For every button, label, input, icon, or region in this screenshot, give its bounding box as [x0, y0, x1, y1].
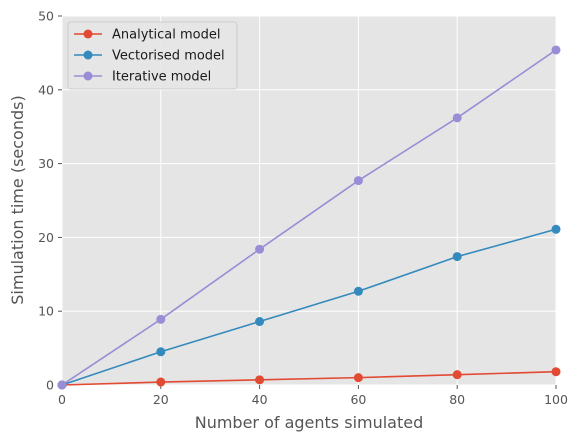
legend-item: Analytical model — [74, 28, 220, 43]
y-axis-label: Simulation time (seconds) — [8, 95, 27, 304]
data-point — [551, 224, 561, 234]
legend-label: Analytical model — [112, 28, 220, 43]
data-point — [452, 370, 462, 380]
series-vectorised-model — [57, 224, 561, 390]
y-tick-label: 10 — [38, 304, 54, 319]
x-tick-label: 100 — [544, 392, 568, 407]
data-point — [156, 377, 166, 387]
legend-marker — [83, 71, 93, 81]
legend-marker — [83, 50, 93, 60]
series-line — [61, 228, 557, 386]
y-tick-label: 30 — [38, 156, 54, 171]
data-point — [353, 373, 363, 383]
x-tick-label: 80 — [449, 392, 465, 407]
x-tick-label: 60 — [350, 392, 366, 407]
data-point — [255, 317, 265, 327]
data-point — [57, 380, 67, 390]
y-tick-label: 20 — [38, 230, 54, 245]
data-point — [551, 45, 561, 55]
data-point — [156, 314, 166, 324]
x-axis-ticks: 0 20 40 60 80 100 — [58, 385, 568, 407]
data-point — [551, 367, 561, 377]
series-line — [61, 370, 557, 386]
data-point — [255, 375, 265, 385]
y-tick-label: 50 — [38, 9, 54, 24]
data-point — [452, 113, 462, 123]
x-tick-label: 0 — [58, 392, 66, 407]
series-iterative-model — [57, 45, 561, 390]
series-line — [61, 49, 557, 386]
x-tick-label: 40 — [252, 392, 268, 407]
data-point — [255, 244, 265, 254]
y-axis-ticks: 0 10 20 30 40 50 — [38, 9, 62, 393]
y-tick-label: 0 — [46, 378, 54, 393]
legend-frame — [67, 21, 238, 90]
x-tick-label: 20 — [153, 392, 169, 407]
data-point — [452, 252, 462, 262]
legend-label: Vectorised model — [112, 49, 225, 64]
data-point — [353, 176, 363, 186]
x-axis-label: Number of agents simulated — [195, 413, 424, 432]
y-tick-label: 40 — [38, 82, 54, 97]
legend-marker — [83, 29, 93, 39]
legend: Analytical model Vectorised model Iterativ… — [67, 21, 238, 90]
data-point — [156, 347, 166, 357]
grid-lines — [61, 15, 557, 386]
series-group — [57, 45, 561, 390]
legend-item: Vectorised model — [74, 49, 225, 64]
data-point — [353, 286, 363, 296]
legend-item: Iterative model — [74, 70, 211, 85]
legend-label: Iterative model — [112, 70, 211, 85]
